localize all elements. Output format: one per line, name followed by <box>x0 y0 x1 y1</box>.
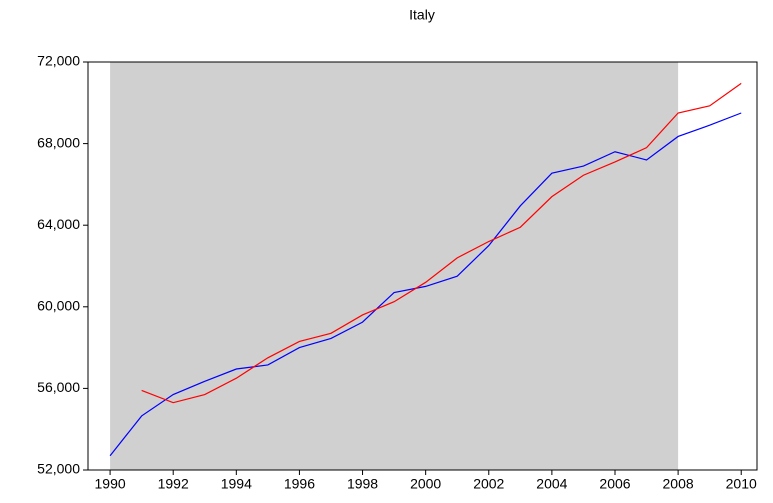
x-tick-label: 2008 <box>663 476 694 492</box>
y-tick-label: 60,000 <box>37 298 80 314</box>
shaded-region <box>110 62 679 470</box>
x-tick-label: 1994 <box>221 476 252 492</box>
x-tick-label: 1996 <box>284 476 315 492</box>
y-tick-label: 56,000 <box>37 379 80 395</box>
x-tick-label: 2000 <box>410 476 441 492</box>
series-line <box>109 112 742 457</box>
chart-title: Italy <box>409 7 435 23</box>
x-tick-label: 2002 <box>473 476 504 492</box>
y-tick-label: 72,000 <box>37 53 80 69</box>
series-line <box>141 82 742 404</box>
y-tick-label: 68,000 <box>37 134 80 150</box>
x-tick-label: 2010 <box>726 476 757 492</box>
x-tick-label: 2004 <box>536 476 567 492</box>
x-tick-label: 2006 <box>599 476 630 492</box>
y-tick-label: 64,000 <box>37 216 80 232</box>
x-tick-label: 1990 <box>95 476 126 492</box>
y-tick-label: 52,000 <box>37 461 80 477</box>
plot-frame <box>87 61 758 471</box>
x-tick-label: 1992 <box>158 476 189 492</box>
x-tick-label: 1998 <box>347 476 378 492</box>
